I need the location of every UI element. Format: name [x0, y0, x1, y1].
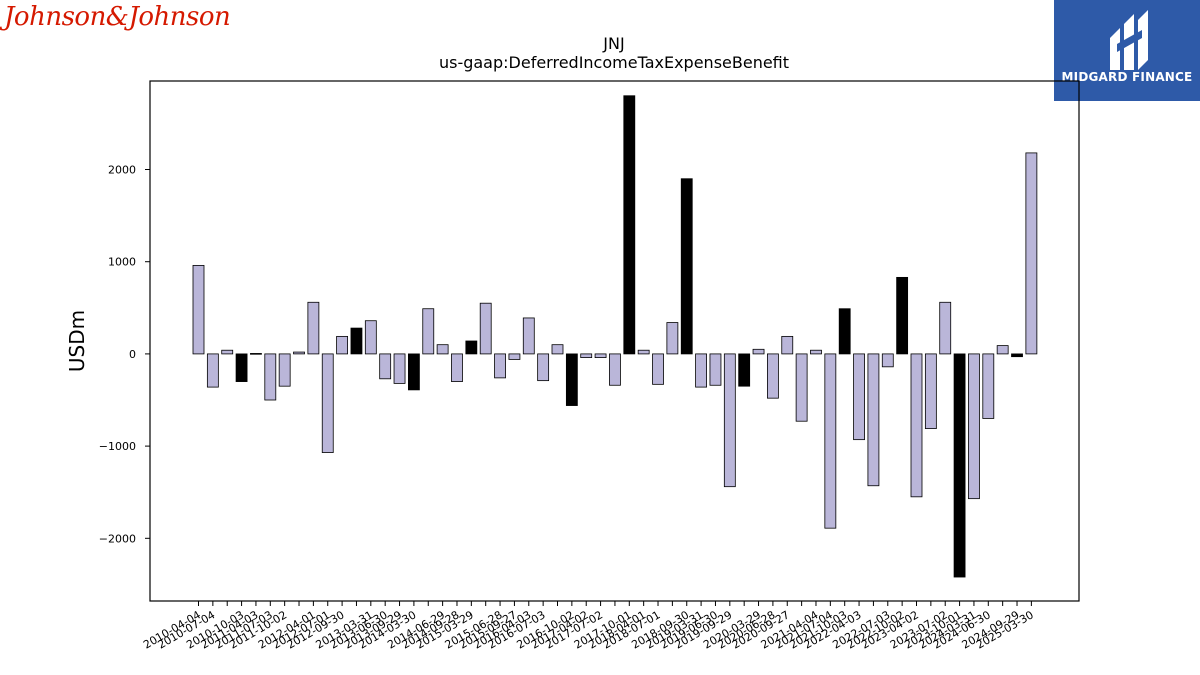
bar [307, 301, 320, 355]
bar [723, 353, 736, 488]
bar [393, 353, 406, 384]
bar [695, 353, 707, 388]
bar [537, 353, 550, 382]
bar [896, 276, 909, 355]
bar [867, 353, 880, 487]
bar [379, 353, 392, 380]
bars-group [192, 95, 1038, 578]
bar [996, 345, 1009, 355]
y-tick-label: −1000 [99, 440, 136, 453]
bar [767, 353, 779, 399]
bar [752, 348, 765, 355]
x-ticks-group: 2010-04-042010-07-042010-10-032011-04-03… [141, 601, 1036, 652]
bar [795, 353, 808, 422]
bar [422, 308, 435, 355]
bar [479, 302, 492, 355]
bar [637, 349, 650, 355]
bar [666, 322, 679, 355]
bar [680, 178, 693, 355]
bar [1025, 152, 1038, 355]
johnson-and-johnson-logo: Johnson&Johnson [4, 2, 231, 32]
bar [235, 353, 248, 382]
bar [565, 353, 578, 406]
bar [250, 353, 262, 355]
bar [494, 353, 506, 379]
bar [522, 317, 535, 355]
brand-name: MIDGARD FINANCE [1061, 70, 1193, 84]
bar [206, 353, 219, 388]
bar [953, 353, 966, 578]
bar [465, 340, 478, 355]
y-tick-label: 0 [129, 348, 136, 361]
bar [1011, 353, 1023, 358]
chart-subtitle: us-gaap:DeferredIncomeTaxExpenseBenefit [439, 53, 789, 72]
bar [881, 353, 894, 368]
bar [594, 353, 607, 359]
y-tick-label: −2000 [99, 532, 136, 545]
bar [364, 320, 377, 355]
bar [293, 351, 305, 355]
plot-frame [149, 80, 1080, 602]
bar [336, 335, 349, 355]
bar [968, 353, 980, 500]
y-ticks-group: −2000 −1000 0 1000 2000 [99, 164, 150, 545]
bar [580, 353, 593, 359]
bar [824, 353, 837, 529]
bar [264, 353, 277, 401]
bar [508, 353, 521, 360]
bar [810, 349, 822, 355]
midgard-emblem-icon [1110, 10, 1148, 70]
bar [451, 353, 463, 382]
bar [924, 353, 937, 429]
y-axis-label: USDm [65, 310, 89, 372]
bar [551, 344, 564, 355]
bar [781, 335, 794, 355]
chart-title: JNJ [602, 34, 624, 53]
y-tick-label: 1000 [108, 256, 136, 269]
y-tick-label: 2000 [108, 164, 136, 177]
bar [321, 353, 334, 453]
bar [350, 327, 363, 355]
bar [192, 264, 205, 355]
bar [910, 353, 923, 498]
midgard-finance-logo: MIDGARD FINANCE [1054, 0, 1200, 101]
bar [436, 344, 449, 355]
bar [982, 353, 995, 419]
bar [278, 353, 291, 387]
bar [853, 353, 865, 441]
bar [623, 95, 636, 355]
bar [609, 353, 621, 386]
bar [407, 353, 420, 391]
bar [838, 308, 851, 355]
bar [652, 353, 664, 385]
bar [738, 353, 751, 387]
bar [709, 353, 722, 386]
bar [939, 301, 952, 355]
bar [221, 349, 234, 355]
